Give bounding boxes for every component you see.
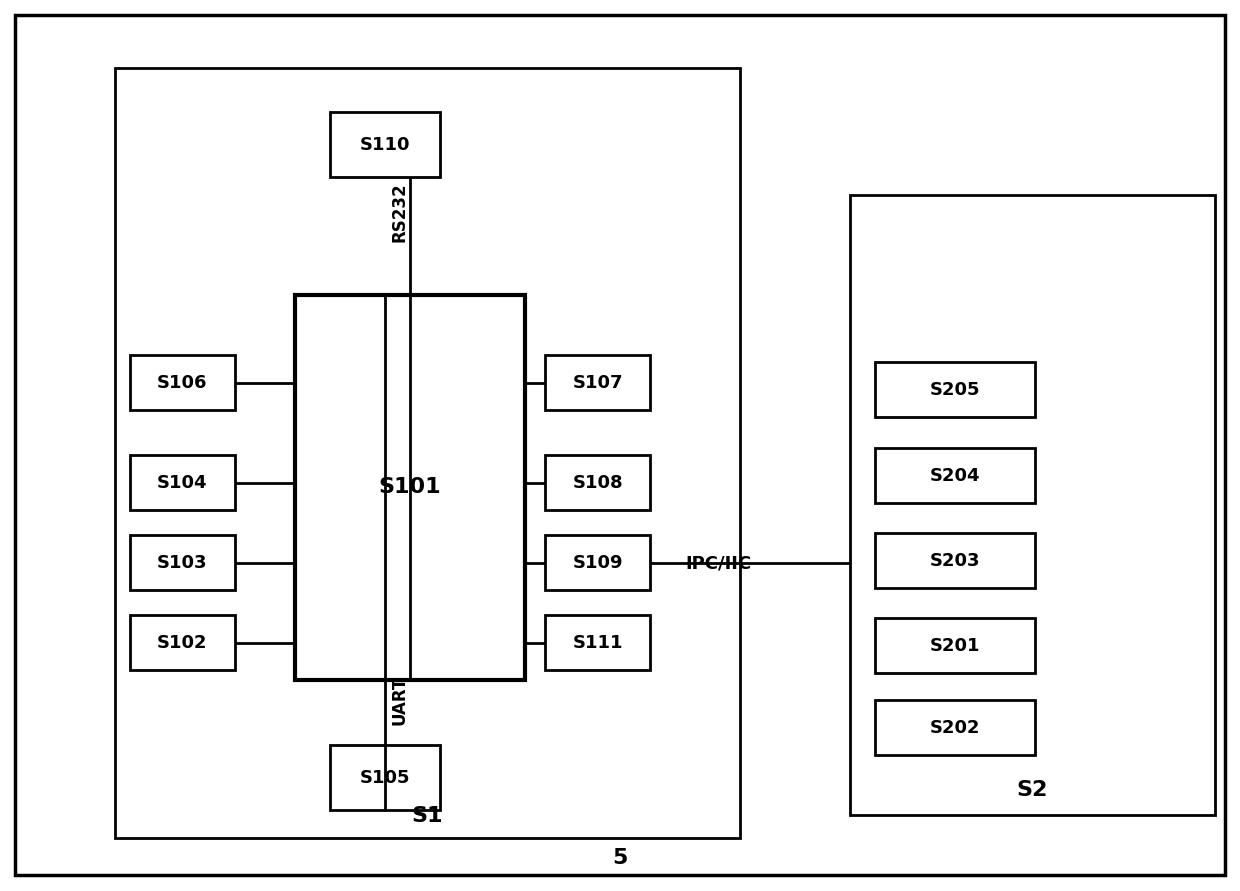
Bar xyxy=(115,68,740,838)
Bar xyxy=(295,295,525,680)
Bar xyxy=(849,195,1215,815)
Text: S109: S109 xyxy=(573,554,624,572)
Text: S105: S105 xyxy=(360,769,410,787)
Text: RS232: RS232 xyxy=(391,182,409,241)
Text: UART: UART xyxy=(391,675,409,724)
Text: 5: 5 xyxy=(613,848,627,868)
Text: S203: S203 xyxy=(930,552,981,570)
Bar xyxy=(875,362,1035,417)
Bar xyxy=(875,448,1035,503)
Text: S2: S2 xyxy=(1017,780,1048,800)
Bar xyxy=(330,745,440,810)
Text: S103: S103 xyxy=(156,554,207,572)
Text: S101: S101 xyxy=(378,477,441,497)
Text: S111: S111 xyxy=(573,634,624,652)
Bar xyxy=(130,535,236,590)
Bar xyxy=(330,112,440,177)
Text: S204: S204 xyxy=(930,467,981,485)
Bar xyxy=(546,615,650,670)
Text: IPC/IIC: IPC/IIC xyxy=(684,554,751,572)
Bar xyxy=(875,618,1035,673)
Bar xyxy=(130,615,236,670)
Text: S106: S106 xyxy=(156,374,207,392)
Text: S108: S108 xyxy=(573,474,624,492)
Bar xyxy=(875,533,1035,588)
Bar xyxy=(130,455,236,510)
Text: S102: S102 xyxy=(156,634,207,652)
Text: S110: S110 xyxy=(360,136,410,154)
Text: S201: S201 xyxy=(930,637,981,655)
Text: S205: S205 xyxy=(930,381,981,399)
Text: S104: S104 xyxy=(156,474,207,492)
Bar xyxy=(875,700,1035,755)
Text: S202: S202 xyxy=(930,719,981,737)
Bar xyxy=(130,355,236,410)
Bar xyxy=(546,535,650,590)
Bar xyxy=(546,455,650,510)
Text: S1: S1 xyxy=(412,806,443,826)
Text: S107: S107 xyxy=(573,374,624,392)
Bar xyxy=(546,355,650,410)
